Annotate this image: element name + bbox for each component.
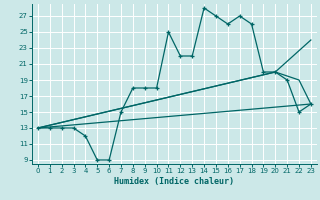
X-axis label: Humidex (Indice chaleur): Humidex (Indice chaleur) xyxy=(115,177,234,186)
